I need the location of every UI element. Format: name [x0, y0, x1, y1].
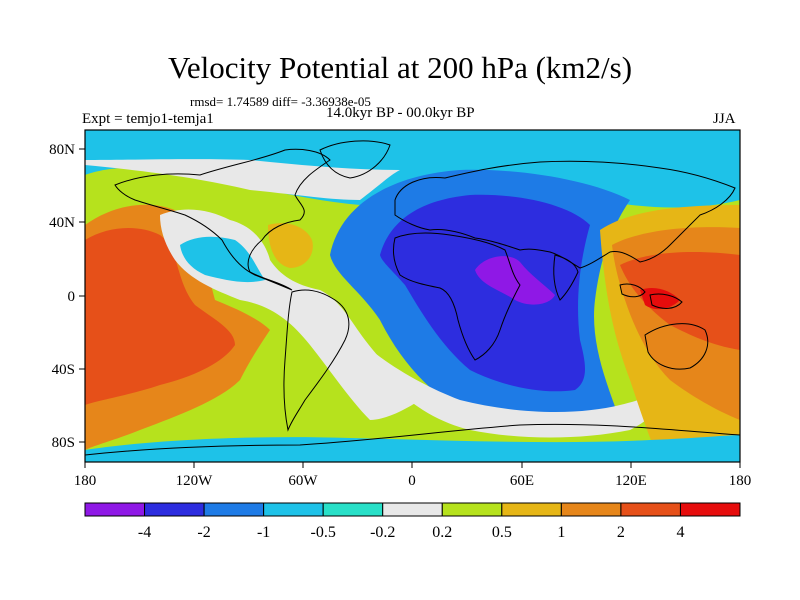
colorbar-swatch: [84, 502, 146, 517]
x-tick-label: 180: [74, 473, 97, 489]
x-axis-labels: 180 120W 60W 0 60E 120E 180: [74, 473, 752, 489]
y-tick-label: 80S: [52, 435, 75, 451]
experiment-label: Expt = temjo1-temja1: [82, 111, 214, 127]
x-tick-label: 180: [729, 473, 752, 489]
map-title: Velocity Potential at 200 hPa (km2/s): [167, 50, 633, 85]
colorbar-swatch: [501, 502, 562, 517]
contour-field: [85, 130, 740, 462]
colorbar-swatch: [620, 502, 681, 517]
colorbar-label: 2: [617, 524, 625, 541]
tick-marks: [79, 148, 741, 468]
colorbar-label: -2: [197, 524, 210, 541]
x-tick-label: 60E: [510, 473, 534, 489]
colorbar-labels: -4 -2 -1 -0.5 -0.2 0.2 0.5 1 2 4: [138, 524, 685, 541]
colorbar-label: 1: [557, 524, 565, 541]
colorbar-swatch: [144, 502, 205, 517]
colorbar-swatch: [441, 502, 503, 517]
y-tick-label: 40S: [52, 362, 75, 378]
colorbar-swatch: [322, 502, 384, 517]
y-axis-labels: 80N 40N 0 40S 80S: [49, 142, 75, 451]
colorbar-label: -4: [138, 524, 151, 541]
colorbar: [84, 502, 741, 517]
colorbar-label: 0.2: [432, 524, 452, 541]
colorbar-swatch: [560, 502, 622, 517]
colorbar-label: 0.5: [492, 524, 512, 541]
y-tick-label: 80N: [49, 142, 75, 158]
x-tick-label: 60W: [288, 473, 318, 489]
x-tick-label: 120W: [176, 473, 214, 489]
x-tick-label: 120E: [615, 473, 647, 489]
y-tick-label: 40N: [49, 215, 75, 231]
season-label: JJA: [713, 111, 736, 127]
colorbar-label: -0.2: [370, 524, 395, 541]
colorbar-swatch: [679, 502, 741, 517]
period-label: 14.0kyr BP - 00.0kyr BP: [326, 105, 475, 121]
x-tick-label: 0: [408, 473, 416, 489]
stats-label: rmsd= 1.74589 diff= -3.36938e-05: [190, 94, 371, 109]
colorbar-swatch: [203, 502, 265, 517]
colorbar-label: 4: [676, 524, 684, 541]
colorbar-label: -0.5: [311, 524, 336, 541]
coastlines: [85, 140, 740, 456]
colorbar-label: -1: [257, 524, 270, 541]
colorbar-swatch: [263, 502, 324, 517]
colorbar-swatch: [382, 502, 443, 517]
y-tick-label: 0: [68, 289, 76, 305]
